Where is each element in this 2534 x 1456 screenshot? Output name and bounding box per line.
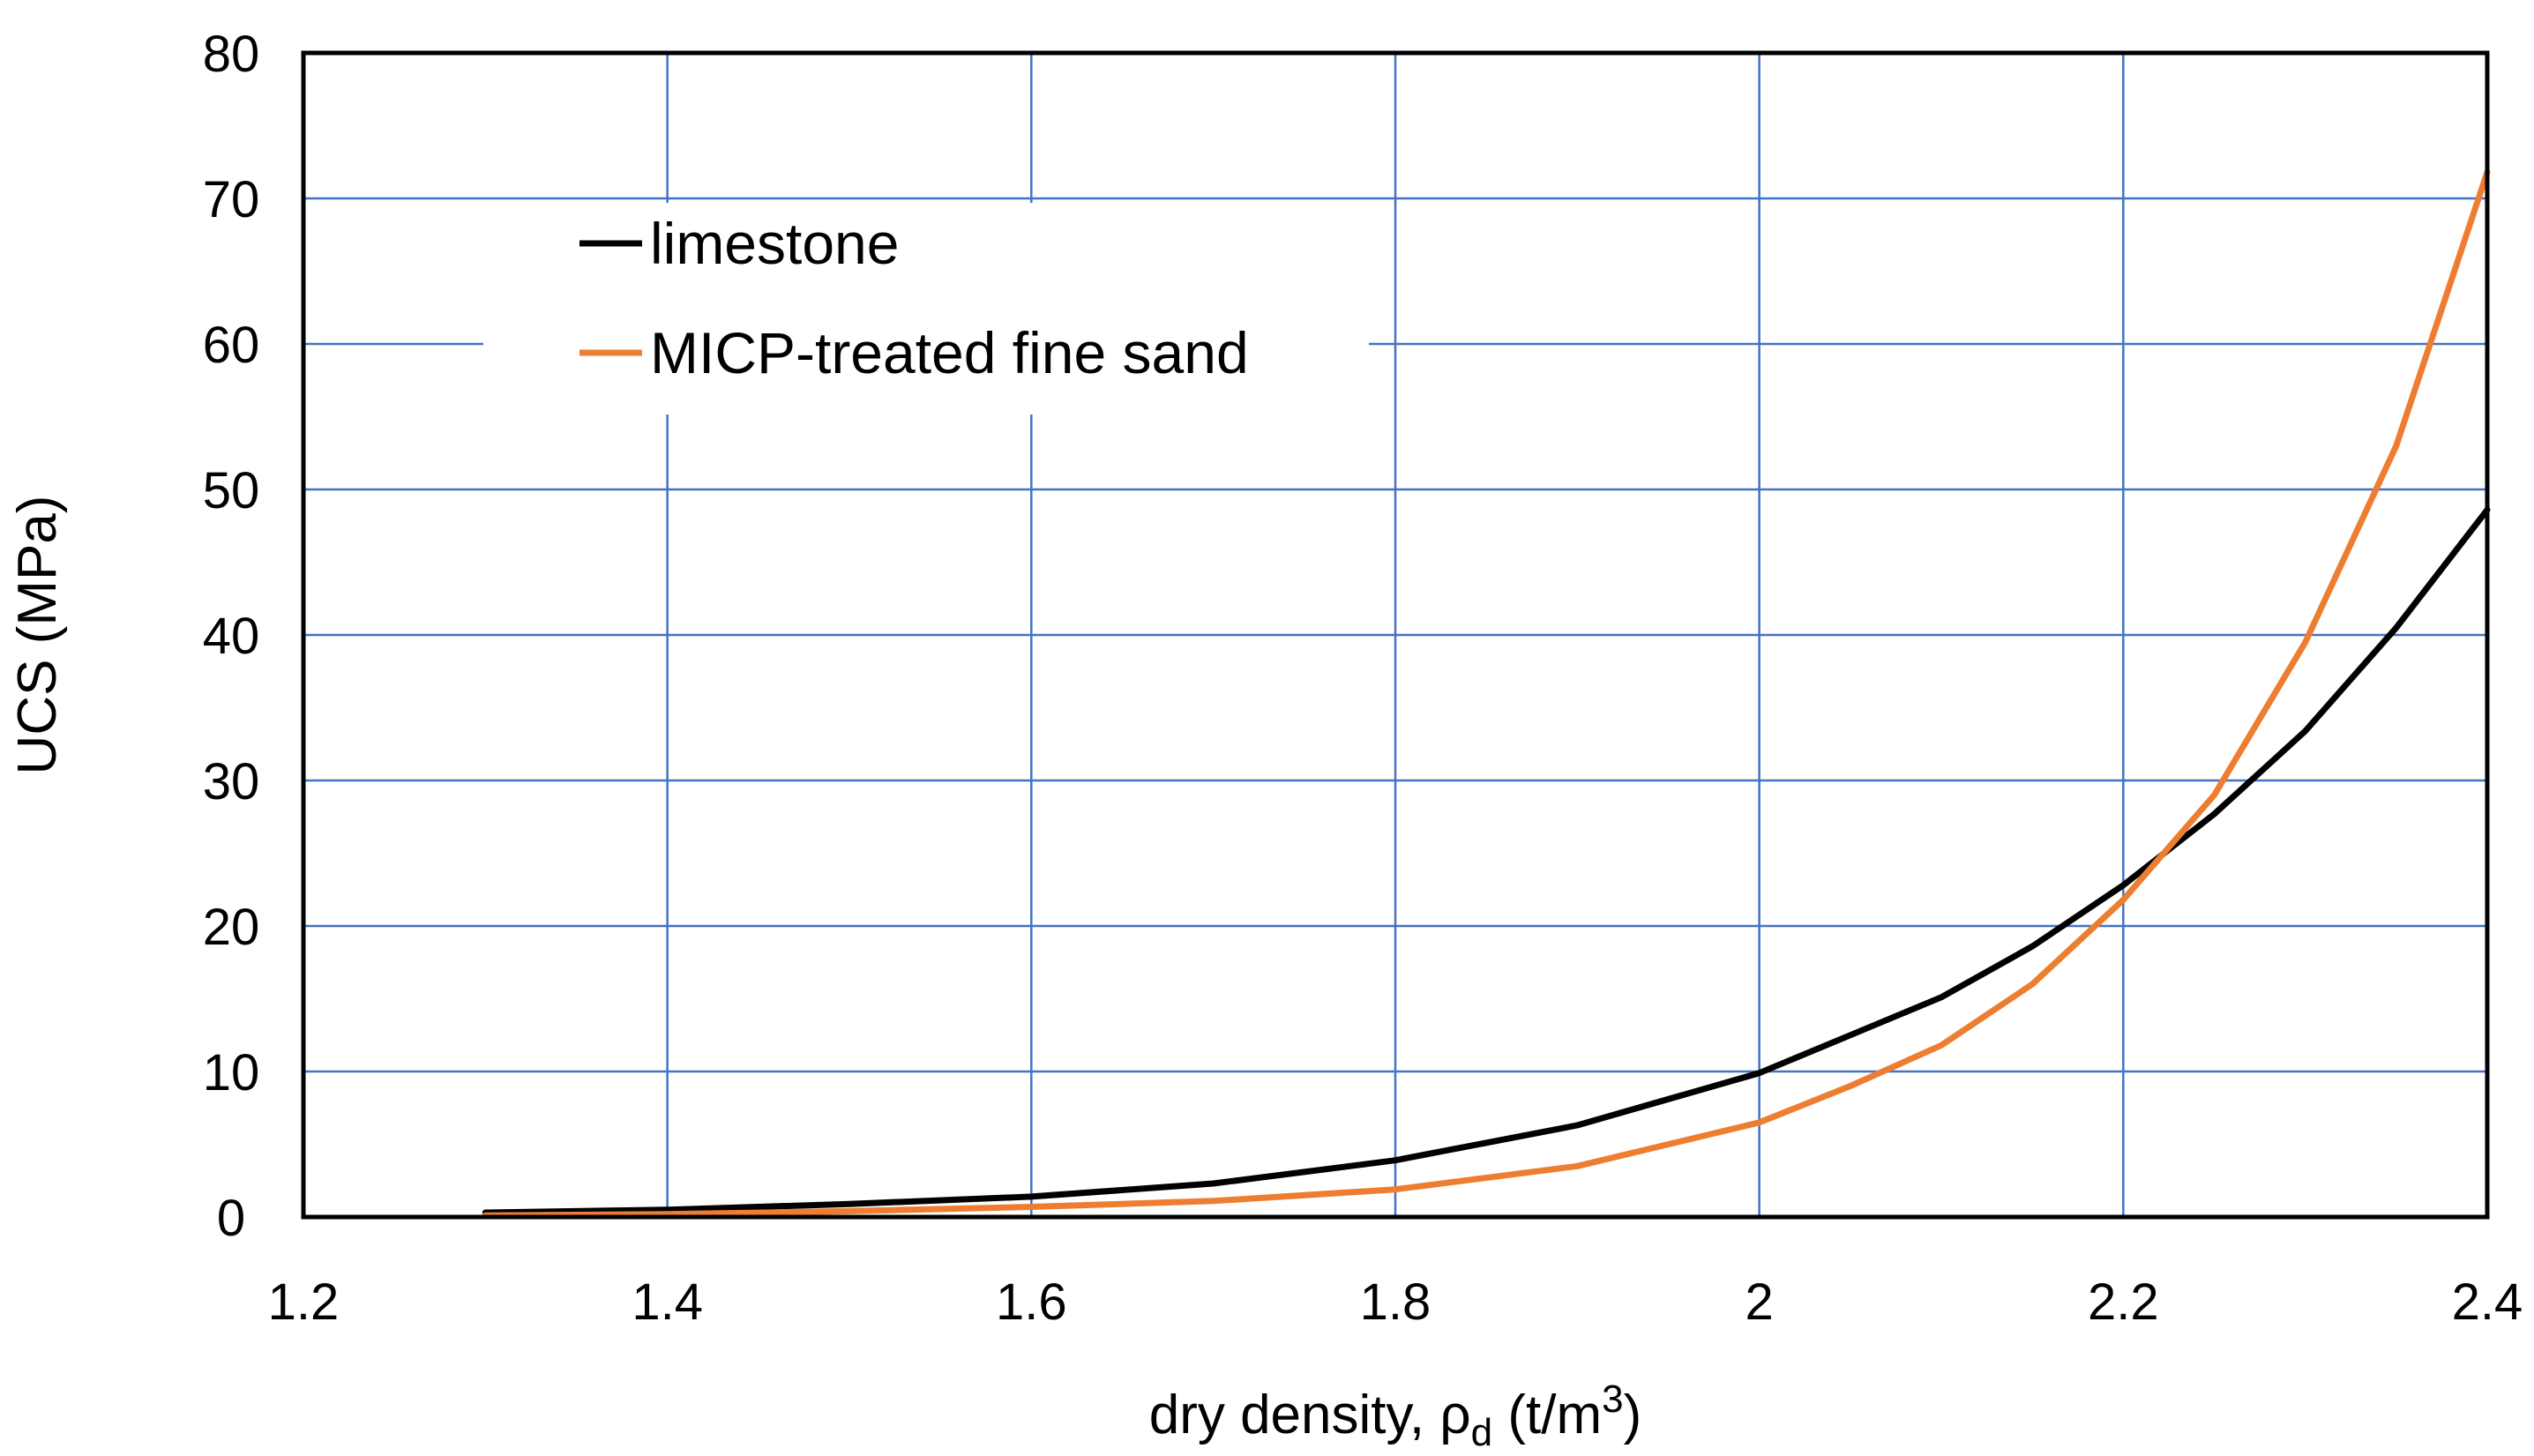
y-tick-label: 20 xyxy=(203,899,260,956)
legend-label-micp: MICP-treated fine sand xyxy=(650,320,1249,385)
series-line-limestone xyxy=(482,506,2491,1216)
y-tick-label: 40 xyxy=(203,608,260,665)
x-axis-title-unit-close: ) xyxy=(1624,1385,1642,1445)
x-tick-label: 1.2 xyxy=(268,1273,340,1331)
x-tick-label: 1.4 xyxy=(632,1273,703,1331)
y-tick-label: 80 xyxy=(203,26,260,83)
y-axis-title: UCS (MPa) xyxy=(7,496,68,775)
x-axis-title-unit: (t/m xyxy=(1492,1385,1602,1445)
x-tick-label: 2.2 xyxy=(2088,1273,2159,1331)
legend-background xyxy=(483,203,1369,414)
series-line-micp xyxy=(482,168,2491,1219)
y-tick-label: 30 xyxy=(203,753,260,810)
x-axis-title-subscript: d xyxy=(1471,1411,1492,1454)
x-axis-title-prefix: dry density, xyxy=(1149,1385,1440,1445)
y-tick-label: 60 xyxy=(203,317,260,374)
x-axis-title-superscript: 3 xyxy=(1602,1378,1623,1421)
legend: limestone MICP-treated fine sand xyxy=(579,211,1249,385)
gridlines xyxy=(303,53,2487,1217)
x-axis-title: dry density, ρd (t/m3) xyxy=(1149,1378,1642,1454)
y-tick-label: 50 xyxy=(203,462,260,519)
x-tick-label: 2 xyxy=(1745,1273,1774,1331)
x-tick-label: 2.4 xyxy=(2452,1273,2523,1331)
x-axis-title-rho: ρ xyxy=(1439,1385,1470,1445)
y-tick-label: 10 xyxy=(203,1044,260,1101)
y-tick-label: 70 xyxy=(203,171,260,228)
legend-label-limestone: limestone xyxy=(650,211,899,276)
series-lines xyxy=(482,168,2491,1219)
x-tick-label: 1.8 xyxy=(1360,1273,1431,1331)
x-tick-labels: 1.2 1.4 1.6 1.8 2 2.2 2.4 xyxy=(268,1273,2523,1331)
plot-area-border xyxy=(301,50,2490,1220)
y-tick-label: 0 xyxy=(217,1190,245,1247)
x-tick-label: 1.6 xyxy=(996,1273,1067,1331)
y-tick-labels: 0 10 20 30 40 50 60 70 80 xyxy=(203,26,260,1247)
